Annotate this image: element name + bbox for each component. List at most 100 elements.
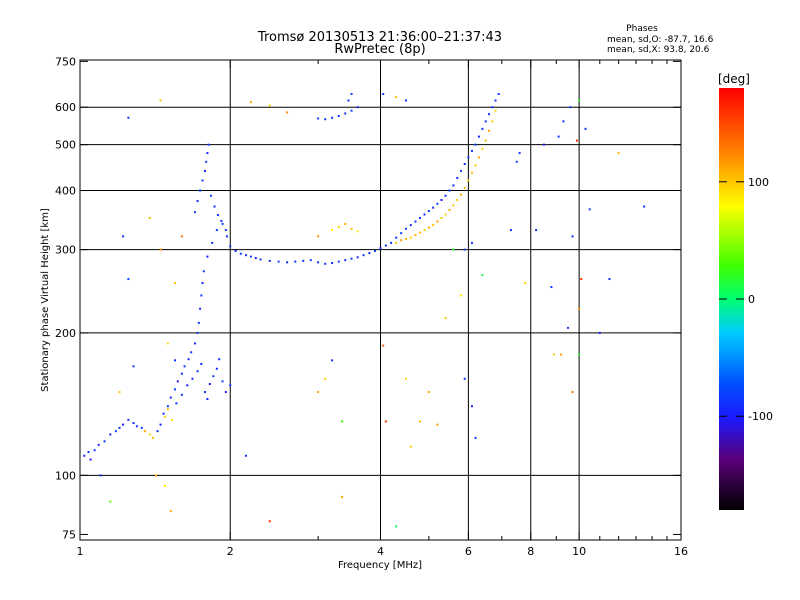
data-point: [456, 177, 459, 180]
data-point: [400, 232, 403, 235]
data-point: [405, 99, 408, 102]
data-point: [405, 377, 408, 380]
data-point: [166, 342, 169, 345]
data-point: [207, 143, 210, 146]
data-point: [344, 112, 347, 115]
stats-line-o: mean, sd,O: -87.7, 16.6: [607, 35, 714, 45]
data-point: [212, 375, 215, 378]
colorbar-label: [deg]: [718, 72, 750, 86]
data-point: [484, 120, 487, 123]
data-point: [484, 139, 487, 142]
data-point: [114, 430, 117, 433]
data-point: [173, 388, 176, 391]
data-point: [127, 418, 130, 421]
data-point: [350, 257, 353, 260]
data-point: [89, 458, 92, 461]
data-point: [169, 510, 172, 513]
data-point: [268, 104, 271, 107]
data-point: [463, 377, 466, 380]
data-point: [400, 239, 403, 242]
data-point: [196, 331, 199, 334]
data-point: [409, 224, 412, 227]
chart-subtitle: RwPretec (8p): [334, 42, 425, 57]
data-point: [477, 156, 480, 159]
data-point: [148, 433, 151, 436]
data-point: [395, 525, 398, 528]
colorbar-tick-label: 0: [748, 293, 755, 306]
data-point: [324, 118, 327, 121]
data-point: [148, 216, 151, 219]
data-point: [481, 274, 484, 277]
data-point: [423, 213, 426, 216]
data-point: [470, 149, 473, 152]
data-point: [535, 229, 538, 232]
data-point: [220, 219, 223, 222]
data-point: [567, 326, 570, 329]
data-point: [309, 259, 312, 262]
data-point: [419, 420, 422, 423]
data-point: [208, 382, 211, 385]
data-point: [350, 92, 353, 95]
x-tick-label: 16: [674, 545, 688, 558]
data-point: [180, 372, 183, 375]
data-point: [494, 99, 497, 102]
data-point: [132, 365, 135, 368]
data-point: [244, 254, 247, 257]
data-point: [205, 160, 208, 163]
data-point: [562, 120, 565, 123]
data-point: [588, 208, 591, 211]
data-point: [218, 358, 221, 361]
data-point: [200, 362, 203, 365]
x-tick-label: 6: [465, 545, 472, 558]
data-point: [578, 353, 581, 356]
axis-ticks: 1 2 4 6 8 10 16 75 100 200 300 400 500 600 750: [55, 55, 688, 558]
data-point: [268, 259, 271, 262]
data-point: [575, 139, 578, 142]
data-point: [140, 426, 143, 429]
data-point: [382, 344, 385, 347]
data-point: [414, 220, 417, 223]
data-point: [103, 440, 106, 443]
y-tick-label: 200: [55, 327, 76, 340]
data-point: [173, 359, 176, 362]
data-point: [557, 135, 560, 138]
data-point: [201, 179, 204, 182]
data-point: [183, 365, 186, 368]
data-point: [571, 235, 574, 238]
data-point: [470, 405, 473, 408]
data-point: [331, 116, 334, 119]
data-point: [171, 418, 174, 421]
data-point: [427, 391, 430, 394]
data-point: [497, 92, 500, 95]
data-point: [109, 433, 112, 436]
data-point: [166, 405, 169, 408]
data-point: [395, 96, 398, 99]
data-point: [395, 236, 398, 239]
data-point: [144, 430, 147, 433]
data-point: [221, 222, 224, 225]
data-point: [169, 396, 172, 399]
data-point: [337, 260, 340, 263]
data-point: [268, 520, 271, 523]
data-point: [440, 198, 443, 201]
data-point: [584, 127, 587, 130]
data-point: [199, 307, 202, 310]
y-tick-label: 750: [55, 55, 76, 68]
data-point: [356, 106, 359, 109]
data-point: [122, 423, 125, 426]
data-point: [118, 426, 121, 429]
data-point: [542, 143, 545, 146]
data-point: [467, 156, 470, 159]
data-point: [436, 202, 439, 205]
data-point: [180, 235, 183, 238]
data-point: [384, 420, 387, 423]
data-point: [481, 127, 484, 130]
data-point: [163, 415, 166, 418]
x-tick-label: 2: [227, 545, 234, 558]
data-point: [191, 377, 194, 380]
y-tick-label: 300: [55, 244, 76, 257]
stats-heading: Phases: [626, 24, 658, 34]
data-point: [206, 398, 209, 401]
data-point: [216, 214, 219, 217]
data-point: [331, 229, 334, 232]
